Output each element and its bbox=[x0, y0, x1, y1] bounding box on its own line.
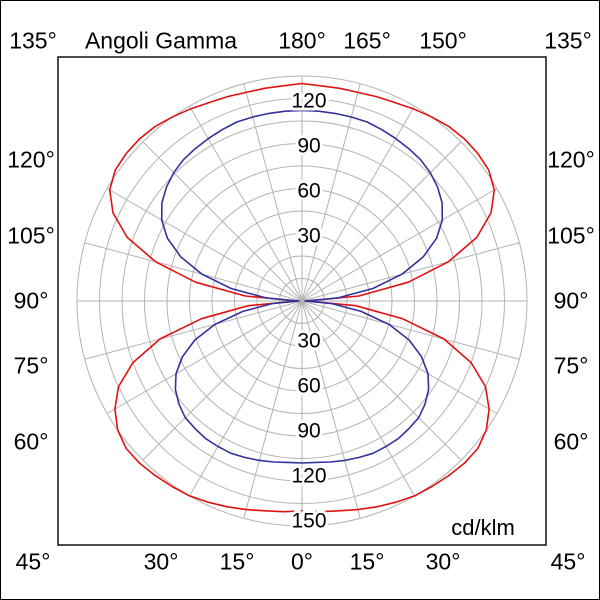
angle-label-bottom-3: 15° bbox=[349, 548, 385, 575]
angle-label-right-1: 105° bbox=[547, 222, 595, 249]
grid-radial-line bbox=[84, 300, 303, 360]
angle-label-bottom-0: 30° bbox=[143, 548, 179, 575]
plot-frame bbox=[57, 56, 547, 546]
angle-label-right-4: 60° bbox=[553, 428, 589, 455]
angle-label-top-0: 180° bbox=[278, 27, 326, 54]
angle-label-corner-top-left: 135° bbox=[9, 27, 57, 54]
angle-label-left-2: 90° bbox=[13, 287, 49, 314]
angle-label-bottom-1: 15° bbox=[219, 548, 255, 575]
grid-radial-line bbox=[301, 300, 462, 461]
angle-label-top-1: 165° bbox=[343, 27, 391, 54]
radial-tick-label: 150 bbox=[291, 510, 326, 533]
grid-radial-line bbox=[301, 83, 361, 302]
radial-tick-label: 30 bbox=[297, 225, 320, 248]
angle-label-left-0: 120° bbox=[7, 146, 55, 173]
grid-radial-line bbox=[301, 188, 498, 302]
grid-radial-line bbox=[106, 188, 303, 302]
radial-tick-label: 60 bbox=[297, 375, 320, 398]
grid-radial-line bbox=[301, 300, 415, 497]
grid-radial-line bbox=[142, 300, 303, 461]
grid-radial-line bbox=[301, 300, 520, 360]
angle-label-right-0: 120° bbox=[547, 146, 595, 173]
angle-label-bottom-2: 0° bbox=[291, 548, 313, 575]
grid-radial-line bbox=[301, 141, 462, 302]
angle-label-top-2: 150° bbox=[419, 27, 467, 54]
radial-tick-label: 90 bbox=[297, 420, 320, 443]
grid-radial-line bbox=[301, 300, 361, 519]
angle-label-right-2: 90° bbox=[553, 287, 589, 314]
outer-red-curve bbox=[108, 82, 496, 513]
grid-radial-line bbox=[142, 141, 303, 302]
grid-radial-line bbox=[189, 105, 303, 302]
angle-label-left-4: 60° bbox=[13, 428, 49, 455]
radial-tick-label: 120 bbox=[291, 465, 326, 488]
angle-label-corner-bottom-right: 45° bbox=[550, 548, 586, 575]
radial-tick-label: 120 bbox=[291, 90, 326, 113]
radial-tick-label: 90 bbox=[297, 135, 320, 158]
grid-radial-line bbox=[84, 242, 303, 302]
radial-tick-label: 60 bbox=[297, 180, 320, 203]
grid-radial-line bbox=[301, 300, 498, 414]
chart-title: Angoli Gamma bbox=[84, 27, 238, 54]
inner-blue-curve bbox=[160, 109, 444, 464]
angle-label-left-1: 105° bbox=[7, 222, 55, 249]
angle-label-right-3: 75° bbox=[553, 352, 589, 379]
unit-label: cd/klm bbox=[451, 515, 515, 540]
grid-radial-line bbox=[301, 242, 520, 302]
angle-label-left-3: 75° bbox=[13, 352, 49, 379]
angle-label-corner-top-right: 135° bbox=[544, 27, 592, 54]
radial-tick-label: 30 bbox=[297, 330, 320, 353]
angle-label-bottom-4: 30° bbox=[425, 548, 461, 575]
grid-radial-line bbox=[189, 300, 303, 497]
angle-label-corner-bottom-left: 45° bbox=[15, 548, 51, 575]
grid-radial-line bbox=[106, 300, 303, 414]
grid-radial-line bbox=[243, 300, 303, 519]
grid-radial-line bbox=[243, 83, 303, 302]
